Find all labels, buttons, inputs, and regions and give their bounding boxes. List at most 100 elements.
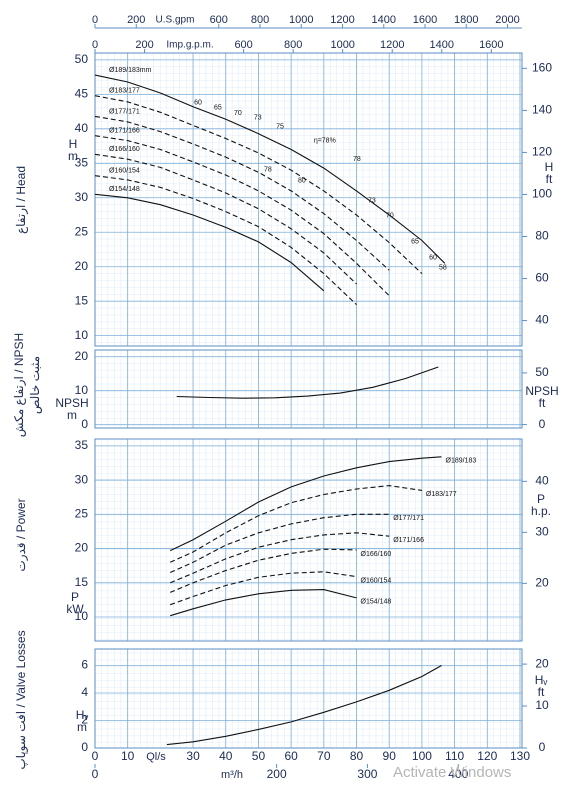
- curve-label: Ø183/177: [426, 491, 457, 498]
- y-tick-label: 15: [75, 575, 89, 589]
- y-axis-symbol: P: [71, 590, 79, 604]
- curve: [176, 366, 439, 399]
- panel-title: ارتفاع / Head: [14, 166, 28, 234]
- y2-tick-label: 160: [532, 61, 552, 75]
- y2-axis-unit: h.p.: [531, 504, 551, 518]
- curve-label: Ø154/148: [109, 186, 140, 193]
- x-tick-label: 1600: [413, 14, 437, 26]
- x-tick-label: 600: [234, 39, 252, 51]
- y2-axis-symbol: NPSH: [525, 384, 558, 398]
- x-tick-label: 1200: [330, 14, 354, 26]
- x-tick-label: 80: [350, 749, 364, 763]
- efficiency-label: 70: [234, 110, 242, 117]
- curve-label: Ø166/160: [109, 146, 140, 153]
- curve: [94, 135, 390, 297]
- y2-axis-symbol: Hᵥ: [535, 673, 548, 687]
- y-tick-label: 6: [81, 658, 88, 672]
- panel-grid: [95, 53, 522, 346]
- panel-grid: [95, 350, 522, 428]
- efficiency-label: 70: [386, 213, 394, 220]
- x-tick-label: 90: [383, 749, 397, 763]
- axis-label: Imp.g.p.m.: [166, 40, 213, 51]
- curve: [94, 193, 325, 292]
- efficiency-label: 60: [429, 255, 437, 262]
- y2-axis-symbol: P: [537, 492, 545, 506]
- watermark: Activate Windows: [393, 764, 511, 781]
- curve: [94, 74, 446, 264]
- y-tick-label: 30: [75, 472, 89, 486]
- efficiency-label: η=78%: [314, 137, 336, 144]
- x-tick-label: 400: [448, 767, 468, 781]
- x-tick-label: 1400: [372, 14, 396, 26]
- panel-frame: [94, 349, 523, 429]
- y-tick-label: 4: [81, 685, 88, 699]
- y-axis-symbol: H: [69, 137, 78, 151]
- y-tick-label: 20: [75, 259, 89, 273]
- y-tick-label: 10: [75, 609, 89, 623]
- curve-label: Ø189/183: [446, 458, 477, 465]
- y2-tick-label: 20: [535, 576, 549, 590]
- curve: [94, 115, 390, 271]
- efficiency-label: 65: [214, 104, 222, 111]
- x-tick-label: 1600: [479, 39, 503, 51]
- y2-tick-label: 20: [535, 656, 549, 670]
- axis-label: m³/h: [221, 769, 243, 781]
- y-axis-unit: kW: [66, 602, 84, 616]
- curve-label: Ø171/166: [393, 537, 424, 544]
- y-tick-label: 30: [75, 190, 89, 204]
- panel-title: ارتفاع مکش / NPSH: [12, 333, 26, 437]
- efficiency-label: 78: [353, 156, 361, 163]
- curve: [170, 589, 357, 617]
- x-tick-label: 2000: [495, 14, 519, 26]
- efficiency-label: 80: [298, 177, 306, 184]
- curve: [94, 175, 357, 305]
- curve: [169, 456, 442, 552]
- curve: [94, 153, 357, 285]
- efficiency-label: 65: [411, 239, 419, 246]
- y-tick-label: 45: [75, 87, 89, 101]
- y2-tick-label: 60: [535, 271, 549, 285]
- x-tick-label: 120: [477, 749, 497, 763]
- x-tick-label: 0: [92, 749, 99, 763]
- y-tick-label: 2: [81, 713, 88, 727]
- efficiency-label: 78: [264, 166, 272, 173]
- y-axis-unit: m: [67, 408, 77, 422]
- curve: [94, 95, 423, 274]
- curve-label: Ø177/171: [393, 515, 424, 522]
- x-tick-label: 800: [284, 39, 302, 51]
- efficiency-label: 60: [194, 99, 202, 106]
- y-tick-label: 0: [81, 417, 88, 431]
- panel-frame: [94, 438, 523, 642]
- x-tick-label: 0: [92, 39, 98, 51]
- axis-label: U.S.gpm: [156, 15, 195, 26]
- axis-label: Ql/s: [146, 751, 166, 763]
- y2-axis-unit: ft: [546, 172, 553, 186]
- curve-label: Ø177/171: [109, 108, 140, 115]
- y-axis-symbol: Hᵥ: [76, 708, 89, 722]
- x-tick-label: 200: [135, 39, 153, 51]
- x-tick-label: 200: [127, 14, 145, 26]
- x-tick-label: 1800: [454, 14, 478, 26]
- curve: [169, 548, 357, 593]
- y2-tick-label: 40: [535, 313, 549, 327]
- curve-label: Ø154/148: [361, 599, 392, 606]
- panel-title: قدرت / Power: [14, 498, 28, 571]
- y-axis-symbol: NPSH: [55, 396, 88, 410]
- x-tick-label: 0: [92, 14, 98, 26]
- y2-tick-label: 100: [532, 187, 552, 201]
- y-axis-unit: m: [68, 149, 78, 163]
- y-tick-label: 20: [75, 541, 89, 555]
- curve-label: Ø189/183mm: [109, 67, 152, 74]
- x-tick-label: 1000: [330, 39, 354, 51]
- y2-tick-label: 0: [539, 417, 546, 431]
- y-tick-label: 50: [75, 52, 89, 66]
- curve-label: Ø171/166: [109, 128, 140, 135]
- x-tick-label: 10: [121, 749, 135, 763]
- x-tick-label: 40: [219, 749, 233, 763]
- y-tick-label: 10: [75, 328, 89, 342]
- x-tick-label: 0: [92, 767, 99, 781]
- y-tick-label: 25: [75, 506, 89, 520]
- y-tick-label: 25: [75, 224, 89, 238]
- y-tick-label: 35: [75, 155, 89, 169]
- x-tick-label: 200: [267, 767, 287, 781]
